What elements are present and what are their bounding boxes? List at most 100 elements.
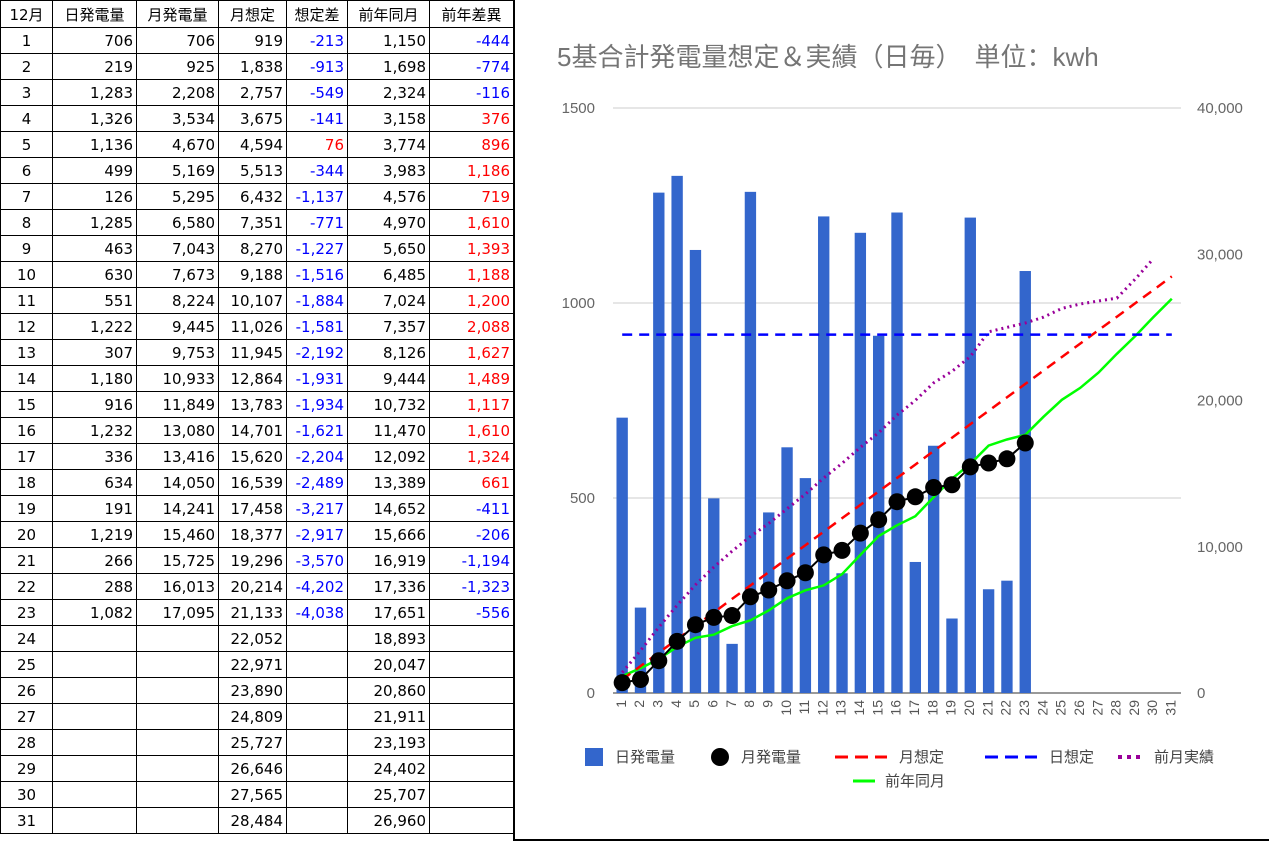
cell-prev-year: 26,960	[347, 807, 430, 834]
cell-forecast-diff: -3,217	[286, 495, 348, 522]
cell-day: 31	[0, 807, 53, 834]
table-row: 23 1,082 17,095 21,133 -4,038 17,651 -556	[0, 599, 514, 626]
point-monthly-actual	[796, 564, 814, 582]
cell-day: 29	[0, 755, 53, 782]
cell-monthly-generation: 14,241	[136, 495, 219, 522]
legend-swatch-marker	[711, 748, 729, 766]
x-tick-label: 26	[1071, 700, 1087, 716]
x-tick-label: 20	[961, 700, 977, 716]
cell-prev-year: 24,402	[347, 755, 430, 782]
header-forecast-diff: 想定差	[286, 0, 348, 28]
table-row: 29 26,646 24,402	[0, 755, 514, 782]
cell-day: 26	[0, 677, 53, 704]
cell-daily-generation: 126	[52, 183, 137, 210]
x-tick-label: 17	[906, 700, 922, 716]
cell-monthly-forecast: 5,513	[218, 157, 287, 184]
cell-daily-generation: 336	[52, 443, 137, 470]
legend-label: 月発電量	[741, 748, 801, 766]
bar	[671, 175, 683, 694]
line-series-layer	[613, 257, 1173, 692]
cell-day: 1	[0, 27, 53, 54]
cell-prev-year-diff: 1,188	[429, 261, 514, 288]
cell-prev-year: 9,444	[347, 365, 430, 392]
cell-prev-year-diff: -1,323	[429, 573, 514, 600]
cell-forecast-diff: -4,038	[286, 599, 348, 626]
cell-prev-year-diff	[429, 807, 514, 834]
x-tick-label: 25	[1053, 700, 1069, 716]
x-tick-label: 27	[1089, 700, 1105, 716]
cell-monthly-forecast: 28,484	[218, 807, 287, 834]
cell-day: 15	[0, 391, 53, 418]
cell-monthly-forecast: 2,757	[218, 79, 287, 106]
cell-day: 23	[0, 599, 53, 626]
cell-prev-year: 3,158	[347, 105, 430, 132]
cell-prev-year-diff: -444	[429, 27, 514, 54]
cell-monthly-generation	[136, 677, 219, 704]
cell-monthly-forecast: 23,890	[218, 677, 287, 704]
cell-prev-year-diff: -411	[429, 495, 514, 522]
cell-day: 24	[0, 625, 53, 652]
cell-prev-year: 6,485	[347, 261, 430, 288]
table-row: 6 499 5,169 5,513 -344 3,983 1,186	[0, 157, 514, 184]
table-row: 9 463 7,043 8,270 -1,227 5,650 1,393	[0, 235, 514, 262]
table-row: 16 1,232 13,080 14,701 -1,621 11,470 1,610	[0, 417, 514, 444]
cell-prev-year: 10,732	[347, 391, 430, 418]
cell-monthly-forecast: 8,270	[218, 235, 287, 262]
x-tick-label: 1	[613, 700, 629, 708]
cell-daily-generation: 1,219	[52, 521, 137, 548]
header-prev-year: 前年同月	[347, 0, 430, 28]
bar	[854, 232, 867, 694]
cell-monthly-forecast: 11,026	[218, 313, 287, 340]
cell-prev-year-diff	[429, 729, 514, 756]
cell-prev-year-diff: 376	[429, 105, 514, 132]
cell-prev-year: 4,970	[347, 209, 430, 236]
cell-prev-year-diff: 1,627	[429, 339, 514, 366]
cell-monthly-forecast: 18,377	[218, 521, 287, 548]
bar	[634, 607, 647, 693]
legend-label: 前年同月	[885, 772, 945, 790]
cell-daily-generation: 1,285	[52, 209, 137, 236]
cell-prev-year-diff: 896	[429, 131, 514, 158]
cell-monthly-generation: 9,445	[136, 313, 219, 340]
cell-day: 12	[0, 313, 53, 340]
cell-monthly-generation	[136, 781, 219, 808]
cell-forecast-diff: -2,917	[286, 521, 348, 548]
cell-monthly-forecast: 20,214	[218, 573, 287, 600]
x-tick-label: 19	[943, 700, 959, 716]
point-monthly-actual	[778, 572, 796, 590]
cell-forecast-diff: -1,516	[286, 261, 348, 288]
cell-daily-generation	[52, 729, 137, 756]
cell-monthly-forecast: 21,133	[218, 599, 287, 626]
cell-prev-year-diff	[429, 781, 514, 808]
cell-monthly-generation	[136, 625, 219, 652]
point-monthly-actual	[833, 541, 851, 559]
point-monthly-actual	[815, 546, 833, 564]
header-prev-year-diff: 前年差異	[429, 0, 514, 28]
cell-monthly-generation: 10,933	[136, 365, 219, 392]
cell-day: 10	[0, 261, 53, 288]
bar	[946, 618, 958, 693]
table-row: 13 307 9,753 11,945 -2,192 8,126 1,627	[0, 339, 514, 366]
x-tick-label: 11	[796, 700, 812, 715]
cell-forecast-diff	[286, 677, 348, 704]
point-monthly-actual	[961, 458, 979, 476]
cell-forecast-diff	[286, 755, 348, 782]
cell-day: 3	[0, 79, 53, 106]
point-monthly-actual	[888, 493, 906, 511]
cell-forecast-diff	[286, 781, 348, 808]
x-tick-label: 18	[924, 700, 940, 716]
cell-monthly-forecast: 24,809	[218, 703, 287, 730]
cell-forecast-diff: -344	[286, 157, 348, 184]
table-row: 14 1,180 10,933 12,864 -1,931 9,444 1,489	[0, 365, 514, 392]
x-tick-label: 14	[851, 700, 867, 716]
x-tick-label: 21	[979, 700, 995, 716]
legend-label: 月想定	[899, 748, 944, 766]
header-monthly-forecast: 月想定	[218, 0, 287, 28]
cell-monthly-generation: 7,043	[136, 235, 219, 262]
y-left-tick-label: 500	[570, 490, 595, 507]
point-monthly-actual	[668, 632, 686, 650]
table-row: 2 219 925 1,838 -913 1,698 -774	[0, 53, 514, 80]
cell-prev-year: 5,650	[347, 235, 430, 262]
cell-monthly-forecast: 9,188	[218, 261, 287, 288]
cell-daily-generation: 288	[52, 573, 137, 600]
